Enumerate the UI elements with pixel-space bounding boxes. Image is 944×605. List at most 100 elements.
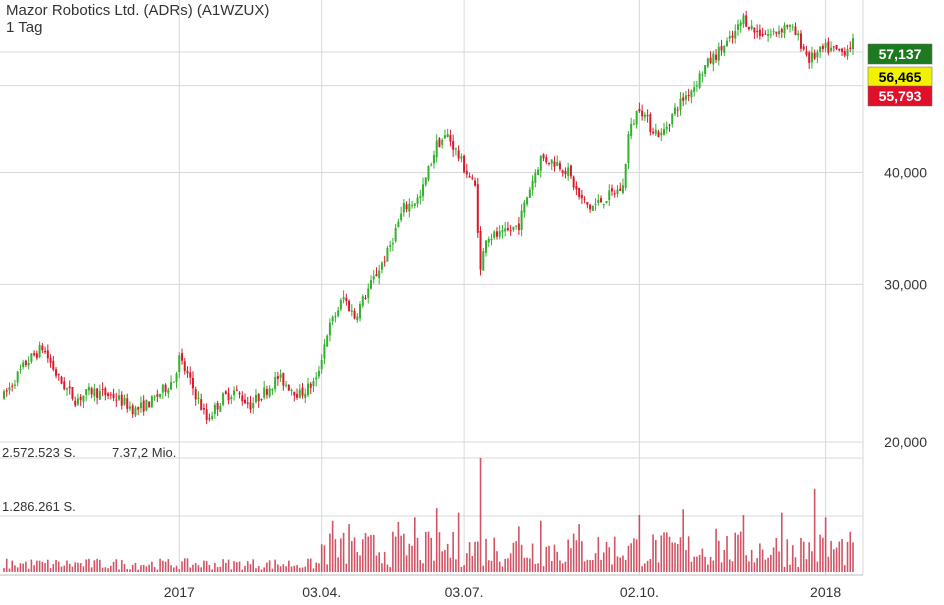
candle-body bbox=[652, 131, 655, 134]
candle-body bbox=[422, 184, 425, 197]
candle-body bbox=[350, 310, 353, 312]
volume-bar bbox=[93, 560, 96, 572]
candle-body bbox=[501, 230, 504, 232]
candle-body bbox=[569, 165, 572, 177]
candle-body bbox=[65, 388, 68, 390]
volume-series bbox=[3, 458, 854, 572]
volume-bar bbox=[298, 567, 301, 572]
candle-body bbox=[443, 135, 446, 139]
volume-bar bbox=[394, 536, 397, 572]
candle-body bbox=[115, 399, 118, 401]
volume-bar bbox=[679, 537, 682, 572]
candle-body bbox=[183, 361, 186, 372]
volume-bar bbox=[852, 542, 854, 572]
candle-body bbox=[331, 316, 334, 322]
candle-body bbox=[326, 335, 329, 347]
volume-bar bbox=[134, 562, 137, 572]
volume-bar bbox=[701, 548, 704, 572]
candle-body bbox=[474, 180, 477, 186]
candle-body bbox=[580, 194, 583, 199]
candle-body bbox=[641, 110, 644, 117]
volume-bar bbox=[786, 539, 789, 572]
volume-bar bbox=[441, 551, 443, 572]
volume-bar bbox=[761, 549, 764, 572]
volume-bar bbox=[813, 488, 816, 572]
candle-body bbox=[339, 300, 342, 310]
volume-bar bbox=[496, 551, 498, 572]
volume-bar bbox=[186, 558, 189, 572]
candle-body bbox=[167, 389, 170, 394]
volume-bar bbox=[372, 534, 375, 572]
volume-bar bbox=[30, 559, 33, 572]
volume-bar bbox=[512, 542, 515, 572]
volume-bar bbox=[435, 508, 438, 572]
candle-body bbox=[400, 213, 403, 221]
candle-body bbox=[79, 396, 82, 400]
volume-bar bbox=[633, 538, 635, 572]
candle-body bbox=[630, 123, 633, 137]
volume-bar bbox=[476, 541, 479, 572]
volume-bar bbox=[750, 549, 753, 572]
volume-bar bbox=[88, 558, 90, 572]
volume-bar bbox=[27, 568, 30, 572]
candle-body bbox=[627, 134, 630, 164]
volume-bar bbox=[255, 568, 257, 572]
candle-body bbox=[843, 51, 846, 56]
volume-bar bbox=[156, 569, 159, 572]
volume-bar bbox=[545, 546, 548, 572]
candle-body bbox=[583, 198, 586, 200]
volume-bar bbox=[263, 567, 265, 572]
candle-body bbox=[756, 30, 759, 32]
volume-bar bbox=[244, 565, 246, 572]
candle-body bbox=[148, 401, 151, 408]
candle-body bbox=[328, 322, 331, 336]
volume-bar bbox=[356, 552, 359, 572]
volume-bar bbox=[808, 542, 810, 572]
candle-body bbox=[632, 123, 635, 125]
x-tick-label: 03.07. bbox=[445, 584, 484, 600]
candle-body bbox=[27, 362, 30, 366]
candle-body bbox=[268, 388, 271, 397]
candle-body bbox=[254, 394, 257, 403]
candle-body bbox=[846, 49, 849, 57]
candle-body bbox=[841, 48, 844, 52]
volume-bar bbox=[361, 539, 364, 572]
volume-bar bbox=[726, 535, 728, 572]
candle-body bbox=[290, 389, 293, 392]
candle-body bbox=[454, 148, 457, 150]
candle-body bbox=[468, 176, 471, 178]
candle-body bbox=[824, 42, 827, 48]
candle-body bbox=[520, 210, 523, 230]
volume-bar bbox=[148, 564, 150, 572]
volume-bar bbox=[559, 560, 561, 572]
candle-body bbox=[550, 159, 553, 164]
candle-body bbox=[723, 45, 726, 53]
y-tick-label: 40,000 bbox=[884, 164, 927, 180]
volume-bar bbox=[501, 566, 504, 572]
volume-bar bbox=[474, 541, 476, 572]
volume-bar bbox=[824, 517, 827, 572]
price-marker-label: 56,465 bbox=[879, 69, 922, 85]
volume-bar bbox=[200, 567, 202, 572]
volume-bar bbox=[96, 558, 98, 572]
candle-body bbox=[411, 205, 414, 207]
candle-body bbox=[312, 381, 315, 387]
candle-body bbox=[82, 395, 85, 402]
candle-body bbox=[90, 388, 93, 395]
volume-bar bbox=[635, 539, 638, 572]
candle-body bbox=[394, 227, 397, 242]
volume-bar bbox=[561, 563, 564, 572]
volume-bar bbox=[455, 559, 457, 572]
volume-bar bbox=[304, 566, 307, 572]
volume-bar bbox=[301, 567, 304, 572]
volume-bar bbox=[526, 557, 528, 572]
volume-bar bbox=[487, 560, 490, 572]
candle-body bbox=[118, 395, 121, 400]
candle-body bbox=[668, 124, 671, 126]
candle-body bbox=[342, 296, 345, 300]
candle-body bbox=[296, 393, 299, 398]
volume-bar bbox=[397, 521, 400, 572]
volume-bar bbox=[605, 541, 608, 572]
candle-body bbox=[813, 52, 816, 59]
candle-body bbox=[306, 383, 309, 395]
